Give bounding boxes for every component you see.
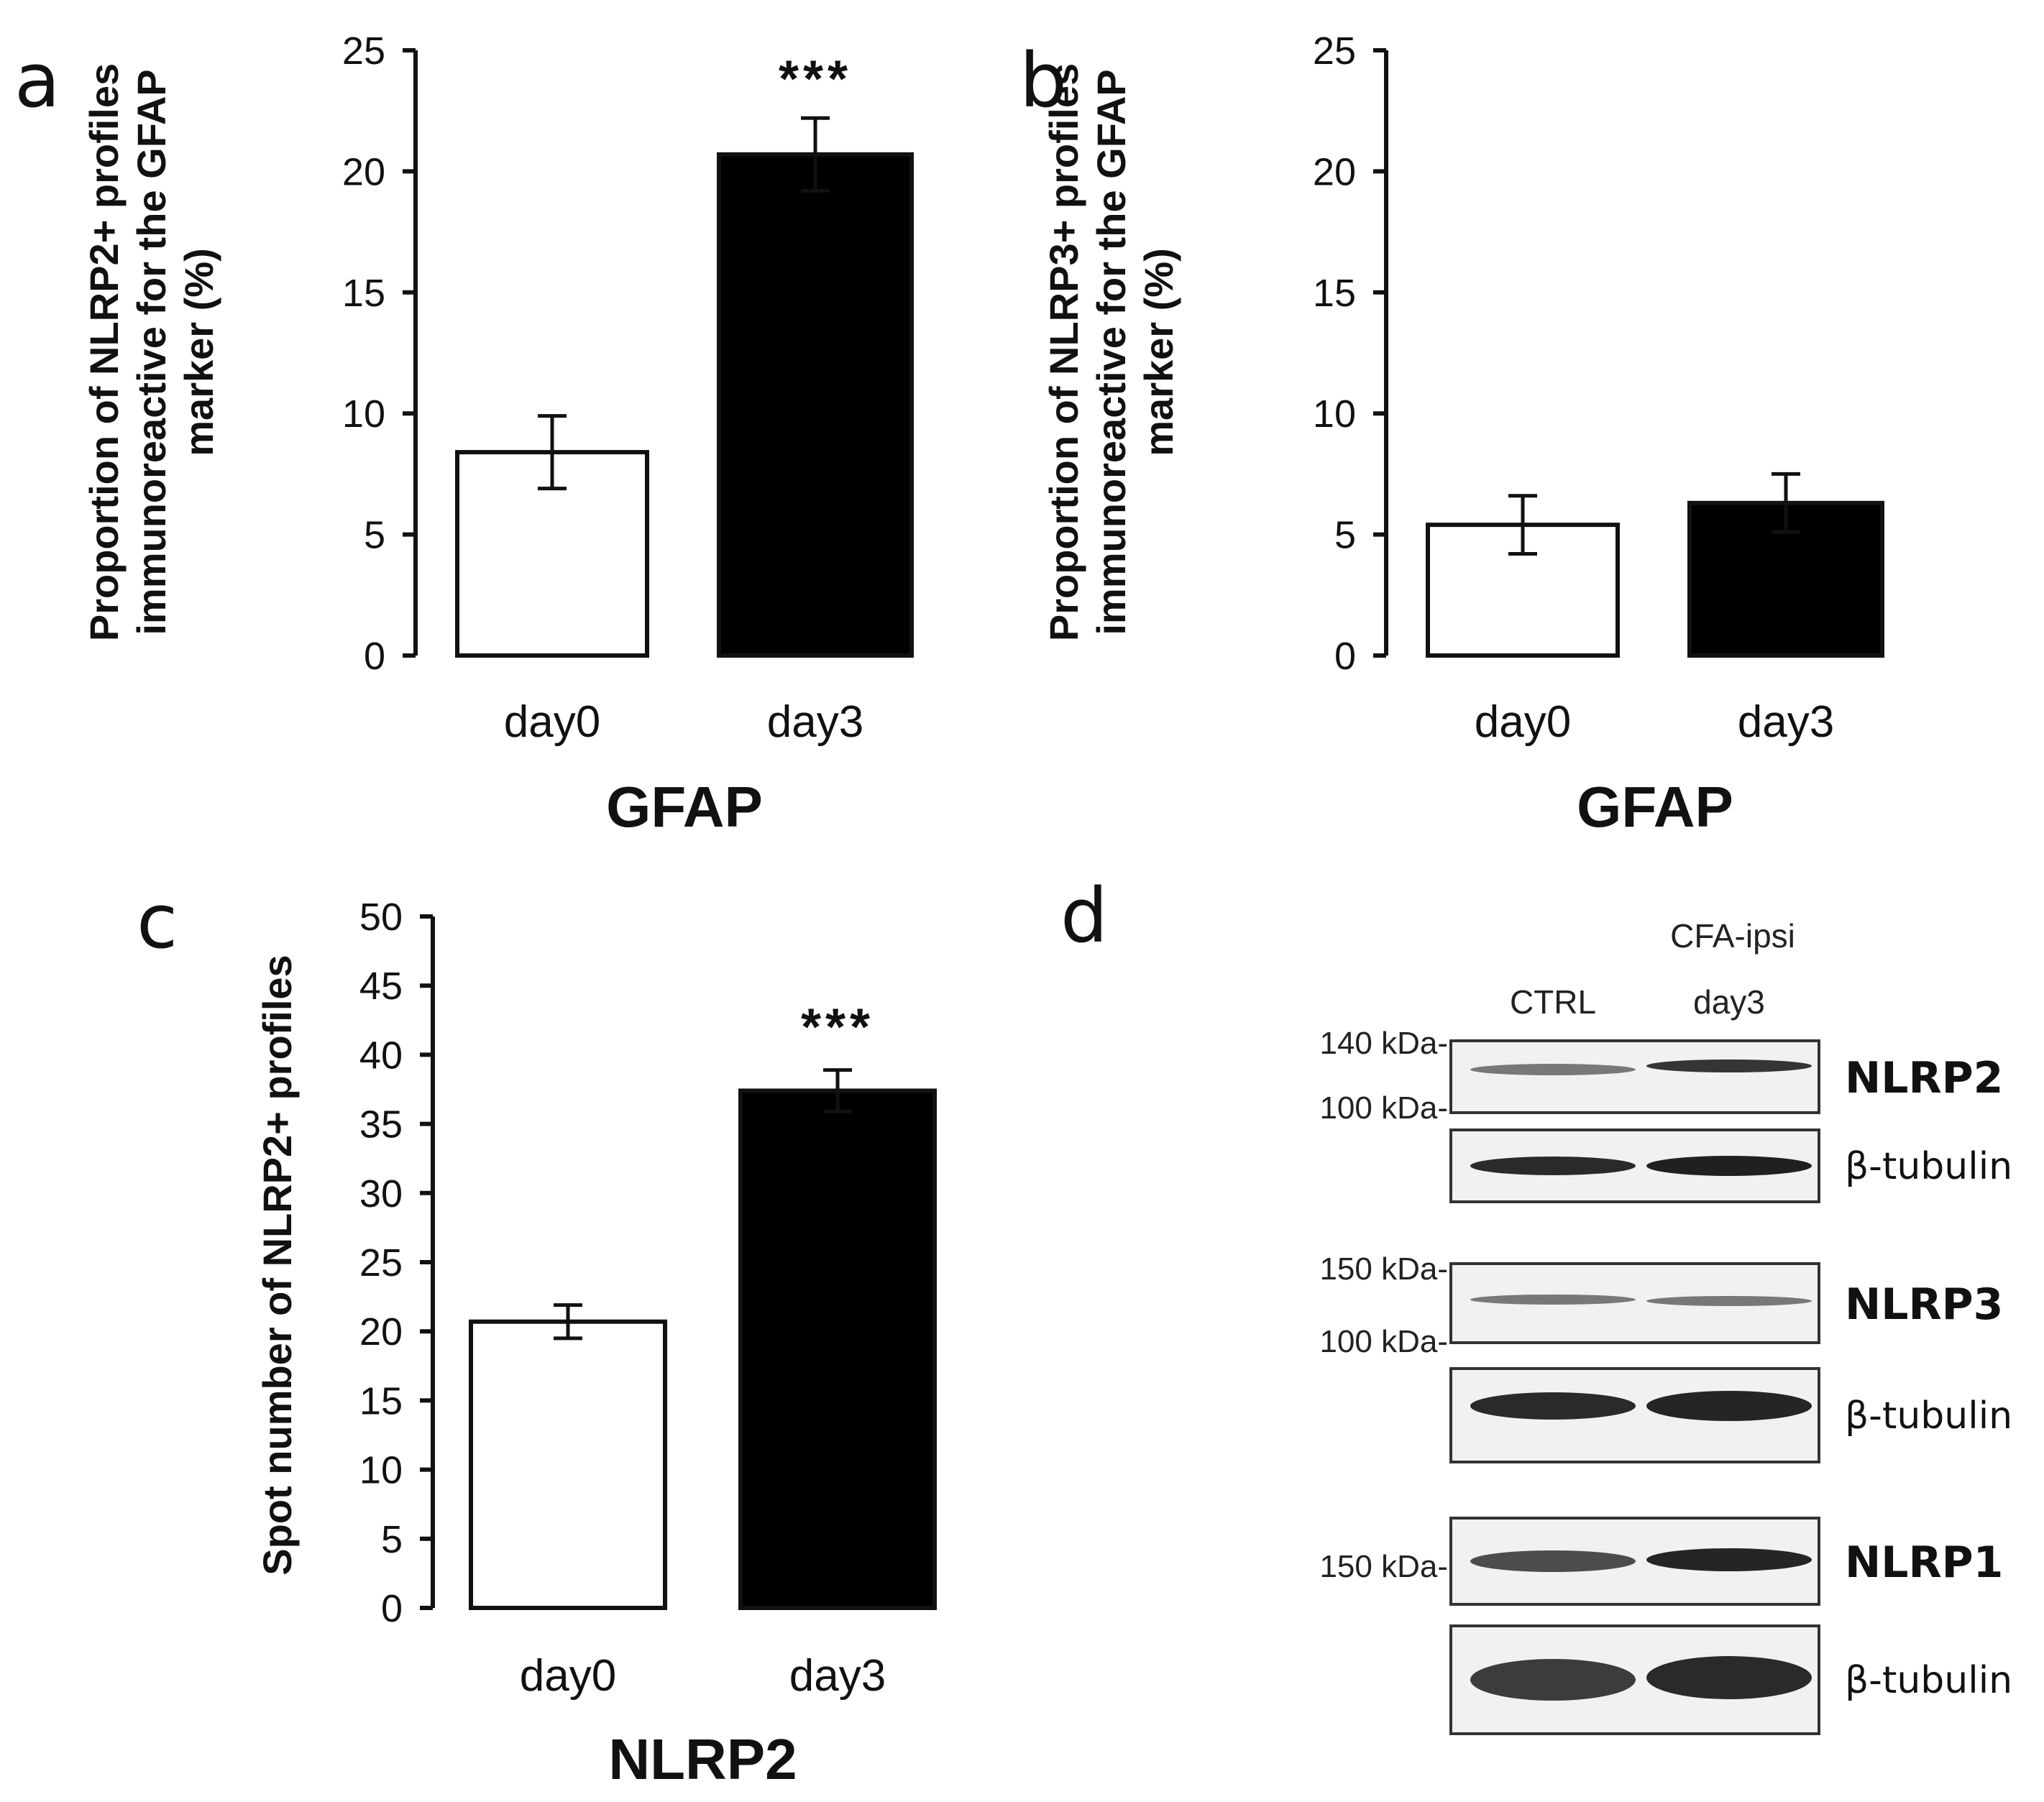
y-tick-label: 10 [1313,392,1356,436]
y-tick-label: 25 [359,1241,403,1284]
y-tick-label: 25 [1313,29,1356,73]
y-tick-label: 15 [342,272,385,315]
y-tick-label: 5 [364,514,385,557]
panel-letter: a [14,37,60,124]
y-tick-label: 15 [359,1379,403,1422]
protein-band [1470,1157,1636,1175]
y-tick-label: 50 [359,896,403,939]
y-tick-label: 30 [359,1172,403,1215]
y-axis-title-line: Spot number of NLRP2+ profiles [255,955,300,1575]
protein-band [1470,1064,1636,1075]
x-category-label: day0 [1475,697,1571,747]
western-blot-panel-d: d CFA-ipsi CTRL day3 140 kDa- 100 kDa- NLRP2 β-… [1060,872,2012,1735]
protein-label: NLRP3 [1845,1279,2003,1330]
significance-marker: *** [779,50,852,108]
x-category-label: day3 [767,697,863,747]
protein-label: NLRP2 [1845,1053,2003,1103]
group-label: CFA-ipsi [1670,917,1795,955]
panel-letter: c [137,878,178,965]
protein-band [1646,1296,1812,1306]
y-tick-label: 5 [381,1518,403,1561]
y-tick-label: 20 [359,1310,403,1353]
protein-label: NLRP1 [1845,1537,2003,1588]
protein-label: β-tubulin [1845,1394,2012,1438]
bar-day3 [1687,500,1884,658]
y-axis-title-line: immunoreactive for the GFAP [129,69,174,635]
blot-strip [1449,1128,1820,1203]
mw-marker: 150 kDa- [1319,1549,1448,1584]
protein-band [1470,1295,1636,1305]
blot-strip [1449,1367,1820,1463]
protein-label: β-tubulin [1845,1659,2012,1702]
protein-band [1646,1156,1812,1176]
y-tick-label: 35 [359,1103,403,1146]
y-tick-label: 0 [1334,635,1356,678]
x-category-label: day3 [1738,697,1834,747]
y-tick-label: 15 [1313,272,1356,315]
y-axis-title-line: Proportion of NLRP3+ profiles [1041,63,1086,641]
y-tick-label: 45 [359,965,403,1008]
blot-strip [1449,1624,1820,1735]
bar-day3 [738,1088,937,1610]
y-axis-title-line: immunoreactive for the GFAP [1089,69,1134,635]
blot-membrane [1449,1039,1820,1114]
y-tick-label: 10 [359,1449,403,1492]
chart-panel-c: c 0 5 10 15 20 25 30 35 40 45 50 day0 *** day3 NLRP2 Spo… [137,878,937,1791]
lane-label: day3 [1693,983,1765,1021]
panel-letter: b [1019,37,1067,124]
y-axis-title-line: marker (%) [176,248,221,456]
y-tick-label: 25 [342,29,385,73]
x-axis-title: GFAP [1577,775,1733,839]
bar-day3 [717,152,914,658]
bar-day0 [469,1319,667,1611]
protein-band [1470,1659,1636,1701]
blot-strip [1449,1517,1820,1606]
protein-band [1470,1392,1636,1420]
protein-band [1646,1548,1812,1571]
mw-marker: 140 kDa- [1319,1026,1448,1061]
y-tick-label: 10 [342,392,385,436]
protein-band [1470,1550,1636,1572]
y-tick-label: 0 [381,1587,403,1630]
y-axis-title: Proportion of NLRP2+ profilesimmunoreact… [81,63,221,641]
mw-marker: 100 kDa- [1319,1090,1448,1126]
y-axis-title: Spot number of NLRP2+ profiles [255,955,300,1575]
x-axis-title: NLRP2 [608,1727,797,1791]
mw-marker: 150 kDa- [1319,1251,1448,1287]
x-axis-title: GFAP [606,775,763,839]
lane-label: CTRL [1510,983,1596,1021]
panel-letter: d [1060,872,1108,960]
x-category-label: day3 [789,1651,886,1701]
y-tick-label: 20 [342,150,385,193]
y-axis-title-line: Proportion of NLRP2+ profiles [81,63,127,641]
x-category-label: day0 [520,1651,616,1701]
mw-marker: 100 kDa- [1319,1324,1448,1359]
protein-band [1646,1059,1812,1072]
y-tick-label: 5 [1334,514,1356,557]
y-axis-title-line: marker (%) [1136,248,1181,456]
blot-strip [1449,1262,1820,1344]
significance-marker: *** [801,999,874,1057]
y-axis-title: Proportion of NLRP3+ profilesimmunoreact… [1041,63,1181,641]
x-category-label: day0 [504,697,600,747]
protein-band [1646,1656,1812,1699]
y-tick-label: 20 [1313,150,1356,193]
y-tick-label: 40 [359,1034,403,1077]
protein-label: β-tubulin [1845,1145,2012,1188]
protein-band [1646,1391,1812,1421]
y-tick-label: 0 [364,635,385,678]
blot-strip [1449,1039,1820,1114]
